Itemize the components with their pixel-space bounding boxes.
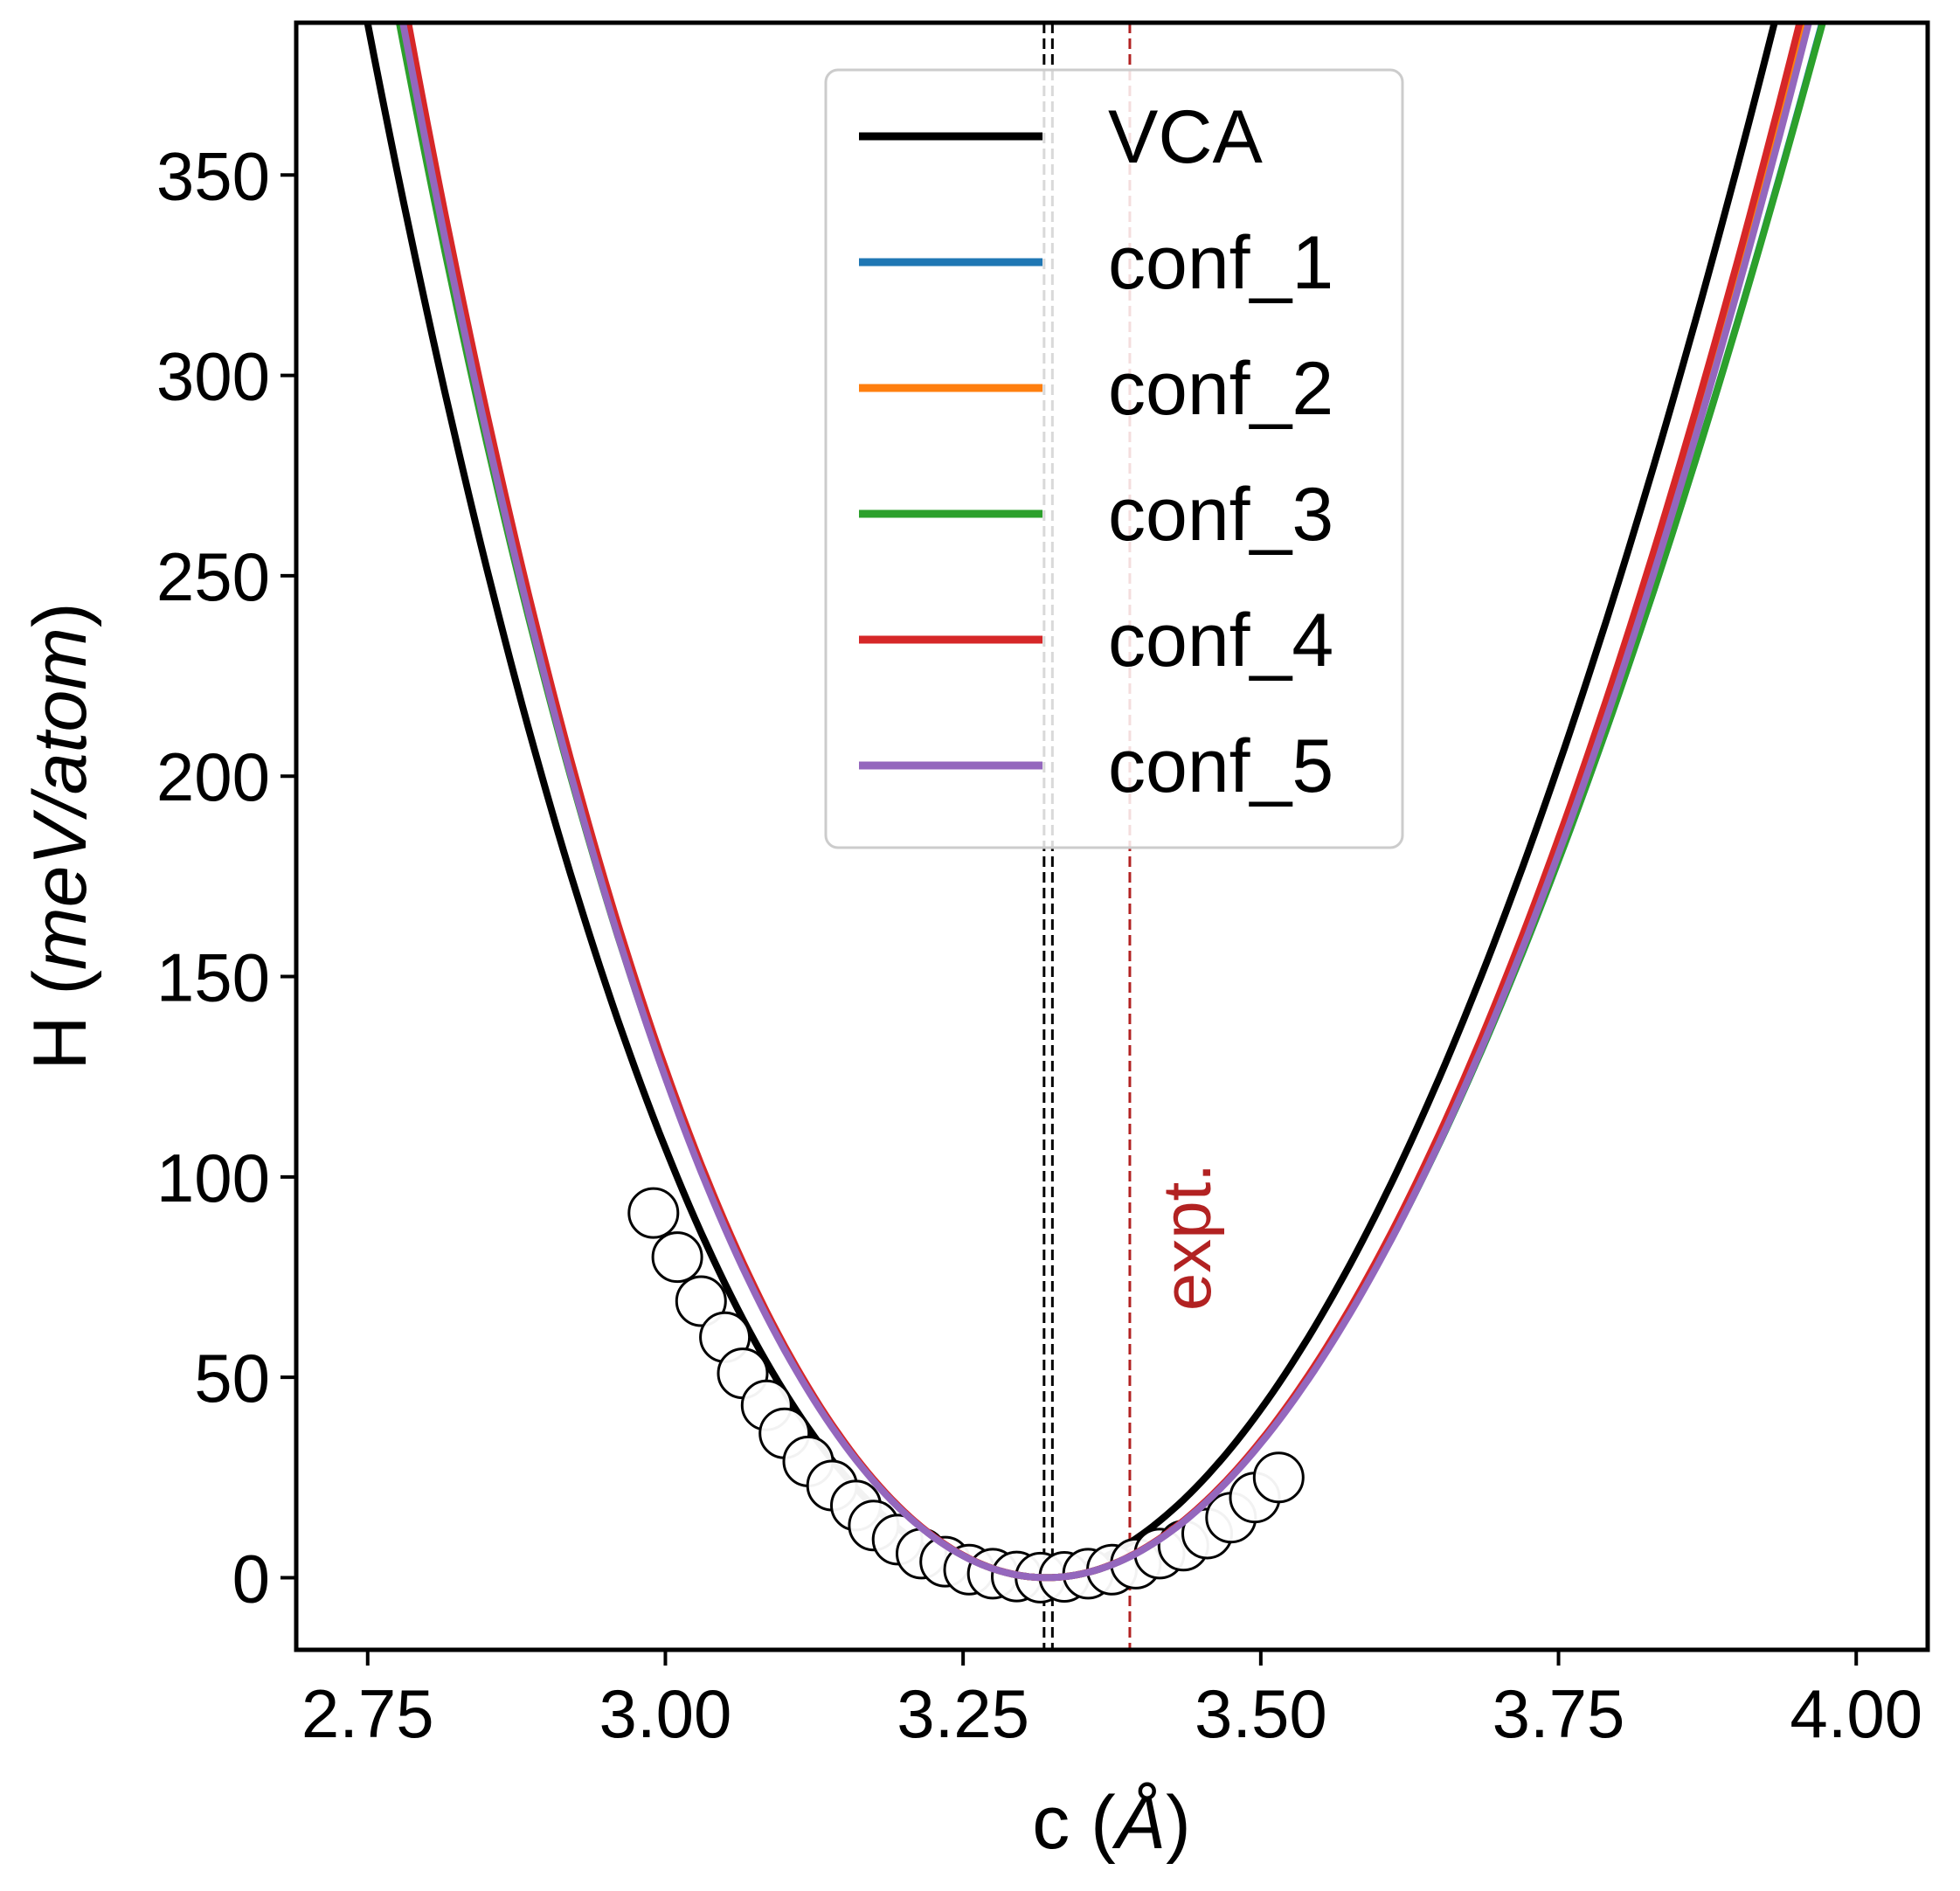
data-point — [1252, 1451, 1305, 1504]
x-axis: 2.75 3.00 3.25 3.50 3.75 4.00 — [301, 1650, 1922, 1752]
x-tick-label: 3.50 — [1195, 1675, 1327, 1752]
x-tick-label: 3.00 — [599, 1675, 732, 1752]
x-axis-label-main: c ( — [1032, 1781, 1116, 1865]
x-axis-label-unit: Å — [1112, 1781, 1166, 1865]
y-tick-label: 150 — [156, 939, 270, 1016]
data-point — [675, 1275, 727, 1327]
y-axis-label-main: H ( — [18, 970, 102, 1070]
plot-frame — [294, 20, 1930, 1652]
legend-label-conf-1: conf_1 — [1108, 221, 1333, 305]
y-tick-label: 50 — [194, 1340, 270, 1417]
x-axis-label-close: ) — [1166, 1781, 1191, 1865]
legend-label-conf-2: conf_2 — [1108, 347, 1333, 431]
data-point — [651, 1231, 703, 1284]
legend-label-conf-4: conf_4 — [1108, 599, 1333, 682]
y-tick-label: 200 — [156, 738, 270, 815]
legend-label-conf-3: conf_3 — [1108, 473, 1333, 557]
y-tick-label: 250 — [156, 538, 270, 615]
y-axis-label-close: ) — [18, 602, 102, 627]
x-tick-label: 3.25 — [897, 1675, 1029, 1752]
series-top-layer — [395, 23, 1826, 1582]
expt-annotation: expt. — [1148, 1163, 1225, 1311]
y-axis-label: H (meV/atom) — [18, 602, 102, 1070]
x-axis-label: c (Å) — [1032, 1781, 1191, 1865]
y-tick-label: 0 — [232, 1540, 270, 1617]
y-tick-label: 350 — [156, 137, 270, 214]
y-axis: 0 50 100 150 200 250 300 350 — [156, 137, 296, 1617]
y-tick-label: 300 — [156, 338, 270, 415]
y-axis-label-unit: meV/atom — [18, 627, 102, 970]
legend: VCA conf_1 conf_2 conf_3 conf_4 conf_5 — [824, 68, 1404, 849]
legend-label-conf-5: conf_5 — [1108, 724, 1333, 808]
legend-label-vca: VCA — [1108, 95, 1263, 179]
y-tick-label: 100 — [156, 1139, 270, 1216]
series-line-conf-5 — [399, 23, 1813, 1582]
x-tick-label: 4.00 — [1790, 1675, 1922, 1752]
data-point — [627, 1187, 680, 1239]
x-tick-label: 3.75 — [1493, 1675, 1625, 1752]
x-tick-label: 2.75 — [301, 1675, 434, 1752]
